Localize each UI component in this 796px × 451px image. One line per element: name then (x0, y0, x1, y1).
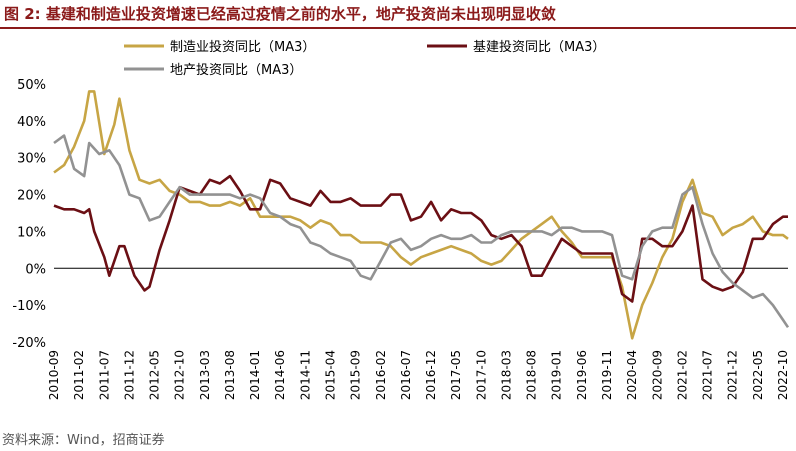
y-tick-label: 40% (17, 115, 46, 130)
x-tick-label: 2020-09 (650, 350, 664, 400)
x-tick-label: 2015-04 (324, 350, 338, 400)
x-tick-label: 2020-04 (625, 350, 639, 400)
series-line-2 (53, 174, 788, 303)
y-tick-label: 50% (17, 78, 46, 93)
y-tick-label: -10% (12, 299, 46, 314)
x-tick-label: 2021-07 (701, 350, 715, 400)
x-tick-label: 2013-08 (223, 350, 237, 400)
y-tick-label: -20% (12, 336, 46, 351)
x-tick-label: 2018-03 (499, 350, 513, 400)
y-tick-label: 0% (25, 262, 46, 277)
x-tick-label: 2021-02 (675, 350, 689, 400)
x-tick-label: 2022-10 (776, 350, 790, 400)
x-tick-label: 2012-05 (148, 350, 162, 400)
legend-label-1: 制造业投资同比（MA3） (170, 39, 315, 55)
legend-label-3: 地产投资同比（MA3） (170, 62, 302, 78)
title-bar: 图 2: 基建和制造业投资增速已经高过疫情之前的水平，地产投资尚未出现明显收敛 (0, 0, 796, 29)
chart-title: 图 2: 基建和制造业投资增速已经高过疫情之前的水平，地产投资尚未出现明显收敛 (4, 5, 556, 23)
x-tick-label: 2019-11 (600, 350, 614, 400)
x-tick-label: 2013-03 (198, 350, 212, 400)
y-tick-label: 10% (17, 225, 46, 240)
x-tick-label: 2019-01 (550, 350, 564, 400)
x-tick-label: 2021-12 (726, 350, 740, 400)
x-tick-label: 2017-05 (449, 350, 463, 400)
x-tick-label: 2014-06 (273, 350, 287, 400)
x-tick-label: 2014-11 (298, 350, 312, 400)
x-tick-label: 2011-02 (72, 350, 86, 400)
source-note: 资料来源：Wind，招商证券 (2, 433, 165, 448)
x-tick-label: 2016-12 (424, 350, 438, 400)
x-tick-label: 2014-01 (248, 350, 262, 400)
x-tick-label: 2018-08 (525, 350, 539, 400)
x-tick-label: 2019-06 (575, 350, 589, 400)
x-tick-label: 2022-05 (751, 350, 765, 400)
x-tick-label: 2015-09 (349, 350, 363, 400)
y-tick-label: 30% (17, 152, 46, 167)
legend-label-2: 基建投资同比（MA3） (473, 39, 605, 55)
x-tick-label: 2017-10 (474, 350, 488, 400)
x-tick-label: 2011-12 (122, 350, 136, 400)
series-line-3 (53, 134, 790, 329)
x-tick-label: 2011-07 (97, 350, 111, 400)
x-tick-label: 2012-10 (173, 350, 187, 400)
x-tick-label: 2016-02 (374, 350, 388, 400)
x-tick-label: 2010-09 (47, 350, 61, 400)
series-line-1 (53, 90, 789, 340)
y-tick-label: 20% (17, 189, 46, 204)
x-tick-label: 2016-07 (399, 350, 413, 400)
